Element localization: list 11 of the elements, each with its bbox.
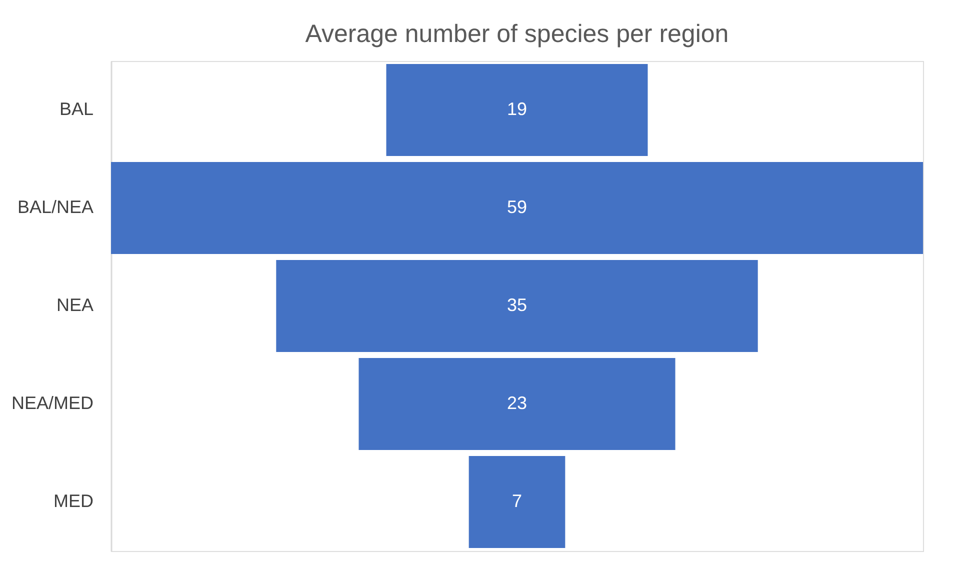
text: Average number of species per region	[305, 20, 729, 48]
category-label: NEA/MED	[11, 393, 94, 413]
category-label: NEA	[56, 295, 94, 315]
data-label: 7	[512, 491, 522, 511]
data-label: 23	[506, 393, 528, 413]
category-label: MED	[54, 491, 94, 511]
data-label: 19	[506, 99, 528, 119]
category-label: BAL	[59, 99, 94, 119]
category-label: BAL/NEA	[17, 197, 94, 217]
data-label: 35	[506, 295, 528, 315]
data-label: 59	[506, 197, 528, 217]
